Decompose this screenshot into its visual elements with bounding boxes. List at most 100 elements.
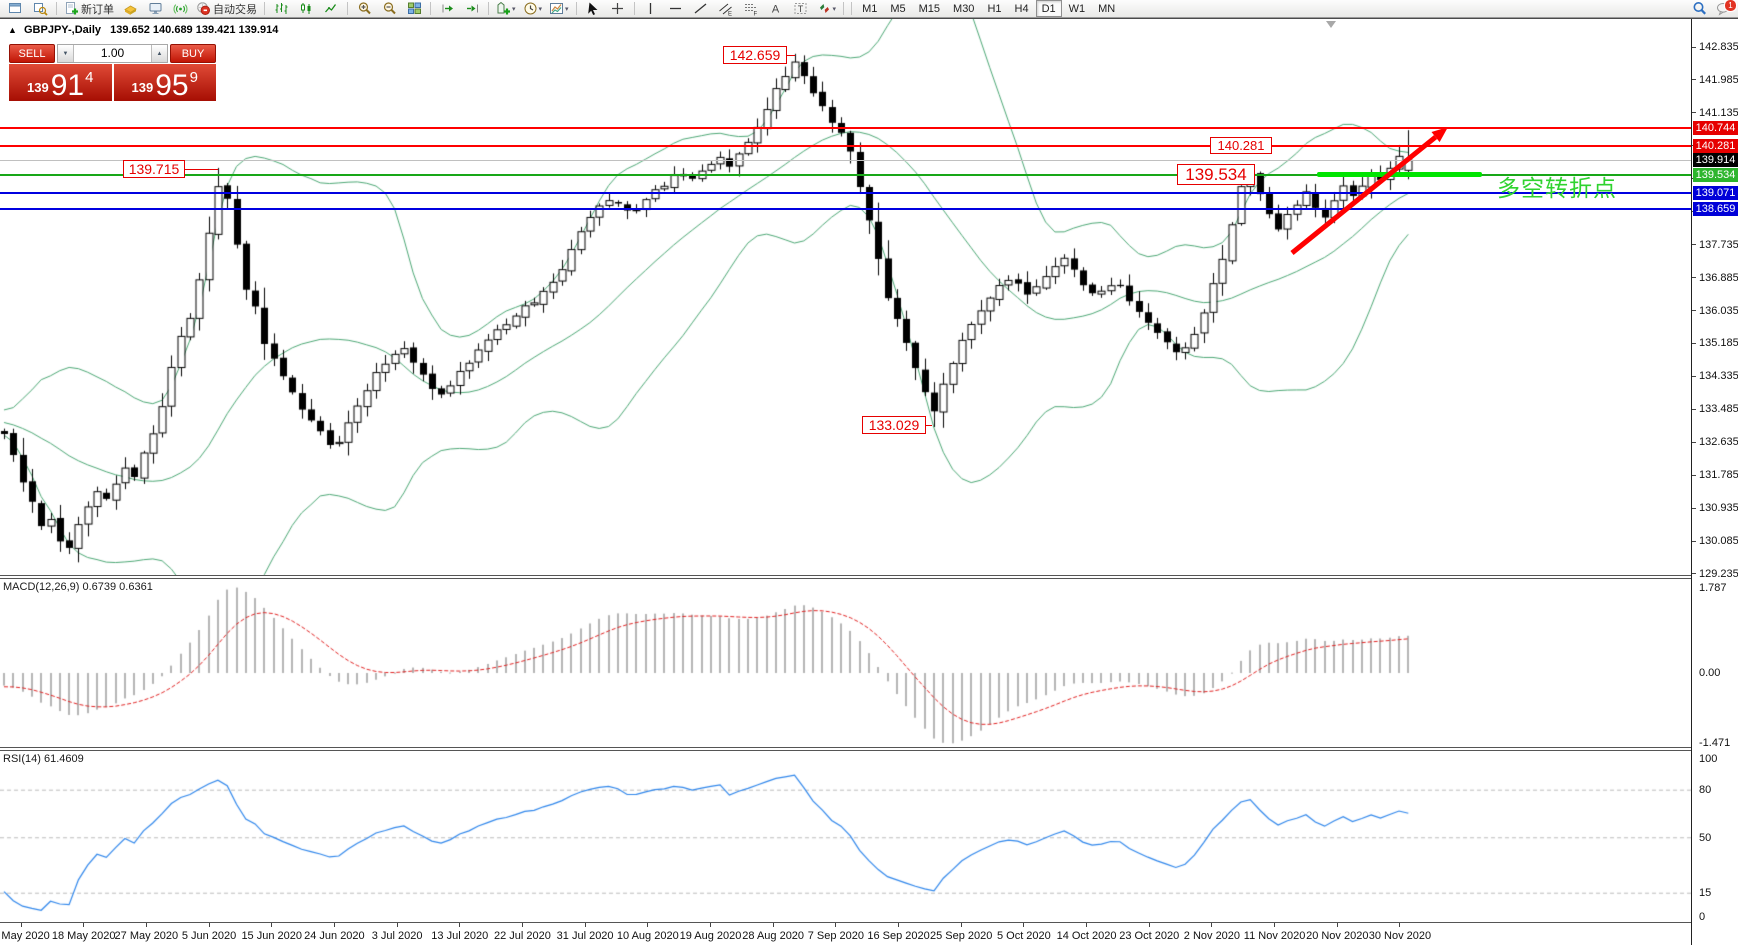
sell-price-prefix: 139 [27, 80, 49, 95]
timeframe-d1-button[interactable]: D1 [1035, 0, 1062, 17]
date-label: 14 Oct 2020 [1056, 930, 1117, 942]
price-label-connector [787, 55, 795, 56]
timeframe-m5-button[interactable]: M5 [890, 2, 906, 15]
date-tick [459, 923, 460, 927]
toolbar-text-label-button[interactable]: T [789, 0, 813, 18]
date-label: 28 Aug 2020 [742, 930, 805, 942]
timeframe-m15-button[interactable]: M15 [918, 2, 941, 15]
toolbar-auto-scroll-button[interactable] [435, 0, 459, 18]
macd-canvas[interactable] [0, 579, 1691, 747]
price-tick-label: 133.485 [1699, 403, 1738, 416]
toolbar-candle-chart-mode-button[interactable] [294, 0, 318, 18]
horizontal-line-139.534[interactable] [0, 173, 1691, 176]
price-scale[interactable]: 142.835141.985141.135140.285139.435138.5… [1691, 19, 1738, 945]
toolbar-profiles-button[interactable] [28, 0, 52, 18]
panel-separator[interactable] [0, 747, 1691, 751]
horizontal-line-139.071[interactable] [0, 191, 1691, 194]
price-tick [1692, 541, 1696, 542]
doc-plus-green-icon [497, 1, 510, 15]
toolbar-new-chart-button[interactable] [3, 0, 27, 18]
annotation-text: 多空转折点 [1497, 175, 1617, 201]
rsi-canvas[interactable] [0, 751, 1691, 922]
toolbar-fibonacci-button[interactable]: F [739, 0, 763, 18]
lot-decrease-button[interactable]: ▼ [58, 45, 74, 62]
horizontal-line-138.659[interactable] [0, 207, 1691, 210]
date-tick [1023, 923, 1024, 927]
toolbar-templates-button[interactable]: ▾ [546, 0, 572, 18]
chart-search-icon [33, 3, 48, 16]
toolbar-trendline-button[interactable] [689, 0, 713, 18]
date-label: 5 Jun 2020 [181, 930, 237, 942]
ohlc-values: 139.652 140.689 139.421 139.914 [110, 24, 279, 36]
toolbar-zoom-out-button[interactable] [377, 0, 401, 18]
timeframe-mn-button[interactable]: MN [1098, 2, 1116, 15]
price-badge-138.659: 138.659 [1693, 201, 1738, 216]
globe-red-icon [197, 2, 210, 15]
date-label: 5 Oct 2020 [996, 930, 1051, 942]
timeframe-h1-button[interactable]: H1 [987, 2, 1002, 15]
price-label-139.715[interactable]: 139.715 [123, 160, 185, 178]
buy-button[interactable]: BUY [170, 44, 216, 63]
toolbar-indicators-button[interactable]: ▾ [493, 0, 519, 18]
price-tick-label: 131.785 [1699, 469, 1738, 482]
toolbar-arrows-tool-button[interactable]: ▾ [814, 0, 840, 18]
lot-increase-button[interactable]: ▲ [151, 45, 167, 62]
toolbar-line-chart-mode-button[interactable] [319, 0, 343, 18]
macd-tick-label: 1.787 [1699, 581, 1727, 594]
price-label-connector [185, 169, 218, 170]
chart-shift-marker[interactable] [1326, 21, 1336, 28]
collapse-panel-icon[interactable]: ▲ [8, 25, 17, 35]
toolbar-crosshair-button[interactable] [606, 0, 630, 18]
price-tick-label: 134.335 [1699, 370, 1738, 383]
toolbar: 新订单 自动交易 ▾ ▾ ▾ E F A T ▾ M1 M5 M15 M30 H1 H4 D1 W1 MN 1 [0, 0, 1738, 18]
rsi-tick-label: 0 [1699, 911, 1706, 923]
sell-button[interactable]: SELL [9, 44, 55, 63]
toolbar-notifications-button[interactable]: 1 [1711, 0, 1737, 18]
price-label-133.029[interactable]: 133.029 [862, 416, 926, 434]
date-tick [1337, 923, 1338, 927]
toolbar-cursor-button[interactable] [581, 0, 605, 18]
toolbar-new-order-button[interactable]: 新订单 [61, 0, 117, 18]
toolbar-text-button[interactable]: A [764, 0, 788, 18]
toolbar-zoom-in-button[interactable] [352, 0, 376, 18]
toolbar-chart-shift-button[interactable] [460, 0, 484, 18]
sell-price-display[interactable]: 139 91 4 [9, 64, 112, 101]
price-label-139.534[interactable]: 139.534 [1177, 164, 1255, 185]
macd-label: MACD(12,26,9) 0.6739 0.6361 [3, 581, 153, 593]
hline-icon [670, 7, 682, 10]
price-tick-label: 132.635 [1699, 436, 1738, 449]
toolbar-terminal-button[interactable] [143, 0, 167, 18]
timeframe-m1-button[interactable]: M1 [862, 2, 878, 15]
date-label: 13 Jul 2020 [431, 930, 489, 942]
support-segment[interactable] [1317, 172, 1482, 178]
toolbar-bar-chart-mode-button[interactable] [269, 0, 293, 18]
toolbar-vertical-line-button[interactable] [639, 0, 663, 18]
panel-separator[interactable] [0, 575, 1691, 579]
horizontal-line-140.744[interactable] [0, 127, 1691, 130]
date-label: 18 May 2020 [51, 930, 116, 942]
monitor-icon [149, 3, 161, 14]
toolbar-tile-windows-button[interactable] [402, 0, 426, 18]
toolbar-algo-trading-button[interactable]: 自动交易 [193, 0, 260, 18]
price-label-142.659[interactable]: 142.659 [723, 46, 787, 64]
toolbar-horizontal-line-button[interactable] [664, 0, 688, 18]
horizontal-line-140.281[interactable] [0, 144, 1691, 147]
price-label-140.281[interactable]: 140.281 [1210, 137, 1272, 154]
horizontal-line-139.914[interactable] [0, 159, 1691, 161]
main-chart-canvas[interactable] [0, 19, 1691, 575]
toolbar-signals-button[interactable] [168, 0, 192, 18]
toolbar-periods-button[interactable]: ▾ [520, 0, 546, 18]
buy-price-display[interactable]: 139 95 9 [113, 64, 216, 101]
toolbar-equidistant-channel-button[interactable]: E [714, 0, 738, 18]
lot-size-value[interactable]: 1.00 [100, 46, 125, 60]
date-tick [334, 923, 335, 927]
date-label: 19 Aug 2020 [679, 930, 742, 942]
timeframe-w1-button[interactable]: W1 [1068, 2, 1086, 15]
toolbar-search-button[interactable] [1687, 0, 1711, 18]
timeframe-m30-button[interactable]: M30 [953, 2, 975, 15]
timeframe-h4-button[interactable]: H4 [1014, 2, 1029, 15]
toolbar-metaeditor-button[interactable] [118, 0, 142, 18]
date-label: 8 May 2020 [0, 930, 50, 942]
bars-icon [275, 3, 287, 14]
